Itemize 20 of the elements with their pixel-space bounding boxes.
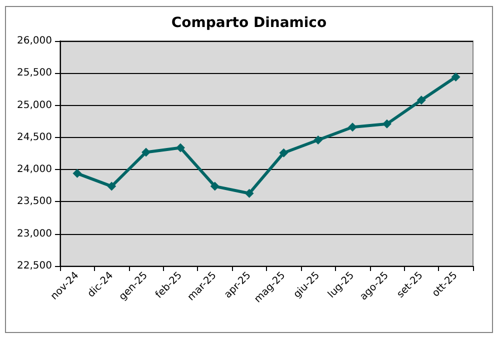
point [382,119,392,128]
y-tick-label: 22,500 [17,260,52,272]
y-tick-label: 25,000 [17,100,52,111]
point [142,148,151,157]
y-tick-label: 23,000 [17,228,52,240]
y-tick-label: 26,000 [17,36,52,46]
point [416,96,426,105]
point [176,143,185,152]
chart-title: Comparto Dinamico [171,15,327,31]
point [244,188,254,198]
y-tick-label: 24,500 [17,132,52,143]
point [451,72,460,82]
point [210,182,220,191]
point [314,136,323,144]
point [107,182,116,191]
y-tick-label: 24,000 [17,164,52,176]
point [279,148,288,158]
point [72,168,82,178]
y-tick-label: 23,500 [17,196,52,208]
y-tick-label: 25,500 [17,68,52,79]
